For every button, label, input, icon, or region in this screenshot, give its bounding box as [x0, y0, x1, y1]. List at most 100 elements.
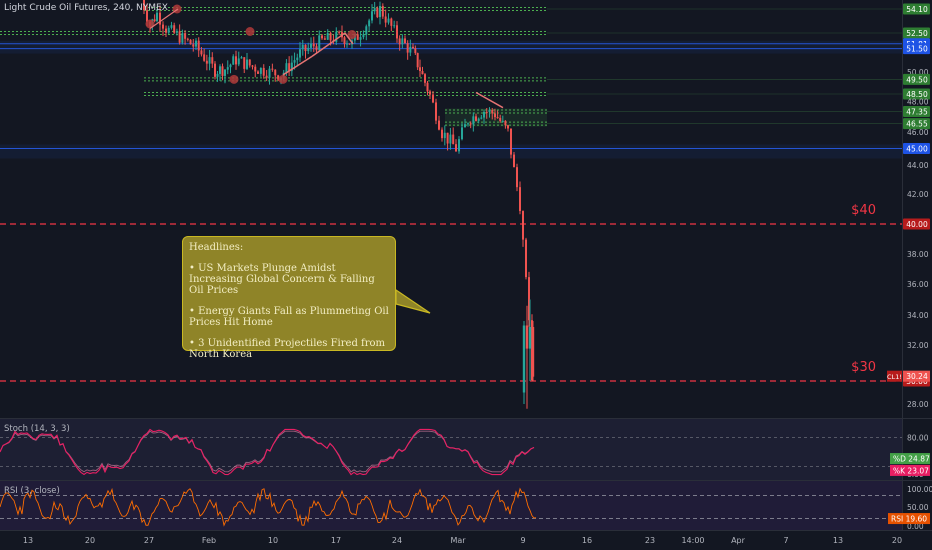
candle-body [329, 33, 332, 41]
candle-body [464, 124, 466, 128]
time-axis-tick: 16 [582, 536, 592, 545]
stoch-k-tag-text: %K 23.07 [893, 466, 929, 475]
price-axis[interactable]: 54.1052.5051.8151.5050.0049.5048.5048.00… [887, 3, 932, 532]
pivot-marker [347, 30, 357, 40]
candle-body [525, 325, 529, 349]
candle-body [167, 27, 170, 33]
candle-body [432, 94, 434, 103]
stoch-axis-tick: 80.00 [907, 434, 929, 443]
candle-body [531, 327, 535, 377]
stoch-plot [0, 428, 902, 476]
candle-body [348, 43, 351, 45]
candle-body [200, 50, 203, 55]
stoch-d-tag-text: %D 24.87 [893, 455, 930, 464]
candle-body [214, 63, 216, 77]
candle-body [404, 38, 406, 44]
candle-body [271, 68, 274, 70]
candle-body [285, 63, 288, 73]
price-axis-tick: 48.00 [907, 98, 929, 107]
stoch-indicator-title[interactable]: Stoch (14, 3, 3) [4, 424, 70, 434]
candle-body [262, 67, 265, 76]
rsi-value-tag-text: RSI 19.60 [891, 515, 927, 524]
candle-body [146, 10, 148, 22]
time-axis-tick: 9 [520, 536, 525, 545]
candle-body [412, 46, 414, 49]
support-zone [445, 108, 547, 127]
candle-body [346, 43, 348, 45]
price-target-label: $40 [851, 203, 876, 218]
price-level-tag [903, 143, 930, 154]
headline-item: • Energy Giants Fall as Plummeting Oil P… [189, 306, 389, 328]
candle-body [165, 28, 167, 33]
candle-body [296, 57, 299, 61]
time-axis-tick: 24 [392, 536, 402, 545]
candle-body [192, 44, 195, 47]
headline-item: • US Markets Plunge Amidst Increasing Gl… [189, 263, 375, 296]
candle-body [321, 35, 323, 39]
time-axis-tick: 7 [783, 536, 788, 545]
candle-body [243, 57, 246, 69]
candle-body [499, 117, 502, 122]
pivot-marker [229, 74, 239, 84]
price-axis-tick: 36.00 [907, 280, 929, 289]
candle-body [469, 123, 472, 125]
price-level-tag-text: 47.35 [906, 107, 928, 116]
candle-body [467, 123, 469, 125]
last-price-tag-text: 30.24 [906, 372, 928, 381]
time-axis-tick: 20 [892, 536, 902, 545]
rsi-indicator-title[interactable]: RSI (3, close) [4, 486, 60, 496]
candle-body [173, 25, 176, 33]
time-axis-tick: 10 [268, 536, 278, 545]
candle-body [288, 63, 291, 72]
candle-body [458, 139, 460, 152]
stoch-pane [0, 419, 902, 480]
candle-body [421, 71, 424, 75]
candle-body [504, 120, 507, 126]
time-axis-tick: 13 [23, 536, 33, 545]
candle-body [307, 47, 310, 51]
price-target-label: $30 [851, 360, 876, 375]
rsi-axis-tick: 50.00 [907, 503, 929, 512]
time-axis[interactable]: 13 20 27 Feb 10 17 24 Mar 9 16 23 14:00 Apr 7 13 20 [23, 536, 902, 545]
candle-body [232, 56, 235, 65]
candle-body [419, 67, 421, 72]
headline-callout-pointer [395, 288, 431, 314]
candle-body [235, 56, 237, 65]
candle-body [491, 109, 494, 114]
price-level-tag [903, 73, 930, 85]
price-level-tag [903, 88, 930, 100]
candle-body [257, 71, 259, 74]
trend-drawings [145, 4, 504, 109]
candle-body [398, 38, 401, 45]
candle-body [365, 26, 368, 35]
trend-line [149, 8, 179, 29]
candle-body [416, 53, 419, 68]
rsi-line [0, 487, 537, 527]
rsi-value-tag [888, 513, 930, 525]
candle-body [501, 120, 504, 122]
candle-body [221, 66, 224, 76]
pivot-marker [145, 19, 155, 29]
candle-body [522, 211, 524, 240]
candle-body [401, 38, 404, 45]
price-level-tag-text: 51.50 [906, 45, 928, 54]
candle-body [326, 33, 329, 40]
candle-body [226, 67, 229, 70]
price-level-tag-text: 52.50 [906, 29, 928, 38]
trend-line [311, 31, 354, 58]
candle-body [359, 37, 362, 40]
time-axis-tick: Apr [731, 536, 746, 545]
candle-body [343, 37, 346, 44]
candle-body [162, 24, 164, 29]
candle-body [475, 116, 477, 121]
price-axis-tick: 28.00 [907, 400, 929, 409]
candle-body [424, 74, 426, 83]
candle-body [435, 102, 437, 121]
candle-body [516, 167, 518, 188]
candle-body [485, 111, 488, 113]
price-level-tag-text: 46.55 [906, 120, 928, 129]
time-axis-tick: Mar [450, 536, 466, 545]
stoch-k-tag [890, 464, 930, 476]
symbol-tag-text: CL1! [887, 373, 902, 381]
